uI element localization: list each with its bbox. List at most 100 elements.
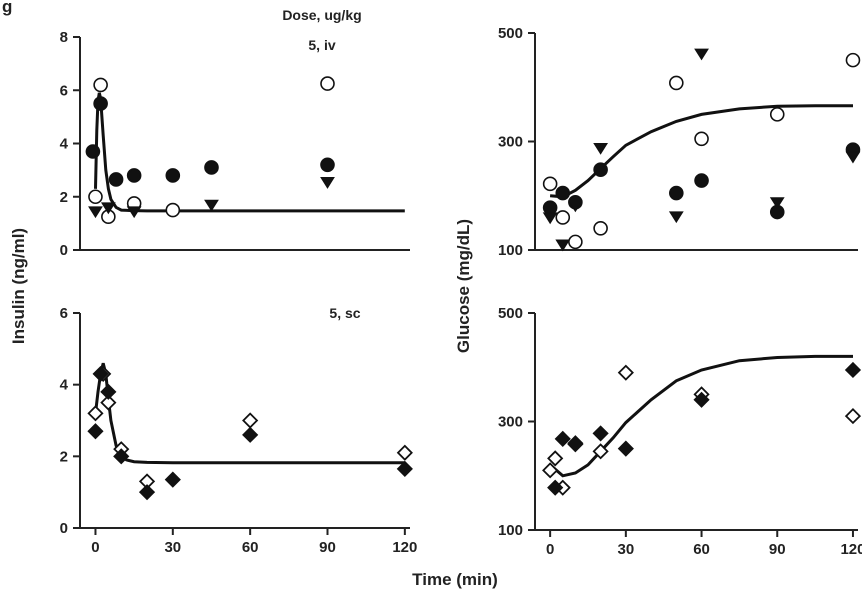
- x-axis-title: Time (min): [412, 570, 498, 589]
- panel-insulin-iv: 0 2 4 6 8 Dose, ug/kg 5, iv: [60, 7, 410, 259]
- x-tick-label-insulin-sc-2: 60: [242, 539, 259, 556]
- fit-curve-glucose-sc: [549, 354, 853, 478]
- data-point-filled-diamond-glucose-sc-6: [844, 361, 862, 379]
- fit-curve-glucose-iv: [549, 104, 853, 199]
- data-point-filled-circle-glucose-iv-0: [542, 200, 558, 215]
- data-point-open-diamond-insulin-sc-0: [87, 405, 104, 422]
- data-point-filled-triangle-down-glucose-iv-3: [593, 142, 609, 155]
- data-point-filled-diamond-glucose-sc-4: [617, 440, 634, 457]
- data-point-filled-triangle-down-insulin-iv-3: [204, 199, 219, 212]
- data-point-filled-triangle-down-insulin-iv-4: [320, 177, 335, 189]
- y-tick-label-glucose-iv-1: 300: [498, 134, 523, 151]
- corner-glyph: g: [2, 0, 12, 16]
- data-point-filled-diamond-insulin-sc-5: [164, 471, 181, 488]
- data-point-open-diamond-glucose-sc-0: [542, 462, 559, 479]
- y-tick-label-insulin-iv-2: 4: [60, 136, 69, 153]
- data-point-filled-diamond-glucose-sc-5: [693, 391, 710, 408]
- data-point-open-circle-insulin-iv-5: [320, 76, 335, 91]
- data-point-filled-diamond-glucose-sc-2: [567, 435, 584, 452]
- data-point-filled-triangle-down-glucose-iv-4: [668, 211, 684, 224]
- y-axis-title-insulin: Insulin (ng/ml): [9, 228, 28, 344]
- data-point-filled-circle-insulin-iv-2: [108, 172, 124, 187]
- data-point-open-diamond-insulin-sc-2: [100, 394, 117, 411]
- y-tick-label-insulin-sc-1: 2: [60, 448, 68, 465]
- data-point-open-circle-glucose-iv-0: [542, 176, 558, 192]
- data-point-filled-circle-glucose-iv-1: [555, 185, 571, 201]
- data-point-open-circle-glucose-iv-4: [669, 75, 684, 91]
- x-tick-label-glucose-sc-1: 30: [618, 541, 635, 558]
- data-point-open-diamond-glucose-sc-1: [547, 450, 564, 467]
- data-point-open-circle-insulin-iv-1: [93, 77, 108, 93]
- data-point-open-diamond-insulin-sc-6: [396, 444, 413, 461]
- data-point-filled-diamond-insulin-sc-3: [113, 448, 130, 465]
- x-tick-label-insulin-sc-1: 30: [164, 539, 181, 556]
- x-tick-label-glucose-sc-4: 120: [840, 541, 862, 558]
- data-point-filled-diamond-insulin-sc-4: [138, 484, 156, 501]
- data-point-filled-triangle-down-insulin-iv-1: [100, 202, 116, 215]
- data-point-filled-triangle-down-insulin-iv-0: [88, 206, 103, 219]
- data-point-filled-diamond-insulin-sc-0: [87, 423, 104, 440]
- data-point-filled-circle-insulin-iv-4: [165, 168, 181, 183]
- y-tick-label-glucose-sc-1: 300: [498, 414, 523, 431]
- data-point-filled-circle-insulin-iv-1: [93, 96, 108, 111]
- panel-glucose-iv: 100 300 500: [498, 25, 861, 259]
- data-point-open-circle-glucose-iv-1: [555, 210, 571, 225]
- data-point-filled-diamond-glucose-sc-0: [547, 479, 564, 496]
- x-tick-label-insulin-sc-0: 0: [91, 539, 99, 556]
- annotation-insulin-sc-0: 5, sc: [329, 305, 360, 321]
- y-tick-label-insulin-iv-4: 8: [60, 29, 68, 46]
- y-tick-label-insulin-iv-1: 2: [60, 189, 68, 206]
- data-point-open-circle-insulin-iv-0: [88, 189, 103, 205]
- data-point-filled-circle-glucose-iv-4: [669, 185, 684, 201]
- annotation-insulin-iv-0: Dose, ug/kg: [282, 7, 361, 23]
- axes-frame-glucose-sc: [534, 313, 858, 531]
- x-tick-label-insulin-sc-3: 90: [319, 539, 336, 556]
- fit-curve-insulin-iv: [94, 92, 405, 213]
- x-tick-label-insulin-sc-4: 120: [392, 539, 417, 556]
- data-point-filled-circle-insulin-iv-6: [320, 157, 335, 173]
- data-point-filled-triangle-down-glucose-iv-7: [845, 151, 861, 164]
- y-tick-label-insulin-iv-0: 0: [60, 242, 68, 259]
- y-tick-label-insulin-sc-3: 6: [60, 305, 68, 322]
- data-point-filled-circle-glucose-iv-5: [694, 173, 709, 188]
- x-tick-label-glucose-sc-2: 60: [693, 541, 710, 558]
- data-point-open-circle-glucose-iv-5: [694, 131, 709, 147]
- x-tick-label-glucose-sc-3: 90: [769, 541, 786, 558]
- y-tick-label-glucose-sc-0: 100: [498, 522, 523, 539]
- data-point-filled-circle-glucose-iv-3: [593, 162, 608, 178]
- data-point-filled-diamond-insulin-sc-6: [242, 426, 259, 443]
- data-point-open-diamond-glucose-sc-5: [617, 364, 634, 381]
- y-tick-label-glucose-iv-2: 500: [498, 25, 523, 42]
- data-point-filled-diamond-insulin-sc-7: [396, 460, 413, 477]
- data-point-open-diamond-insulin-sc-5: [242, 412, 259, 429]
- data-point-filled-diamond-insulin-sc-1: [92, 365, 109, 383]
- y-tick-label-insulin-sc-0: 0: [60, 520, 68, 537]
- data-point-filled-circle-insulin-iv-5: [204, 160, 219, 175]
- data-point-filled-triangle-down-glucose-iv-2: [567, 200, 583, 213]
- data-point-open-circle-glucose-iv-3: [593, 221, 608, 236]
- data-point-open-diamond-glucose-sc-4: [592, 443, 609, 460]
- data-point-filled-circle-insulin-iv-0: [85, 144, 101, 159]
- y-tick-label-glucose-iv-0: 100: [498, 242, 523, 259]
- data-point-filled-triangle-down-glucose-iv-6: [769, 197, 785, 210]
- data-point-open-circle-insulin-iv-4: [165, 202, 181, 218]
- data-point-filled-diamond-glucose-sc-1: [554, 430, 571, 447]
- data-point-filled-diamond-glucose-sc-3: [592, 425, 609, 442]
- data-point-open-circle-glucose-iv-7: [845, 52, 861, 68]
- data-point-open-diamond-glucose-sc-7: [844, 407, 862, 425]
- y-tick-label-glucose-sc-2: 500: [498, 305, 523, 322]
- data-point-filled-triangle-down-glucose-iv-5: [694, 48, 709, 61]
- y-tick-label-insulin-iv-3: 6: [60, 82, 68, 99]
- panel-glucose-sc: 100 300 500 0 30 60 90 120: [498, 305, 862, 558]
- y-axis-title-glucose: Glucose (mg/dL): [454, 219, 473, 353]
- data-point-filled-circle-insulin-iv-3: [126, 168, 142, 183]
- data-point-filled-diamond-insulin-sc-2: [100, 383, 117, 400]
- x-tick-label-glucose-sc-0: 0: [546, 541, 554, 558]
- axes-frame-insulin-iv: [79, 37, 410, 251]
- annotation-insulin-iv-1: 5, iv: [308, 37, 335, 53]
- y-tick-label-insulin-sc-2: 4: [60, 377, 69, 394]
- data-point-filled-triangle-down-glucose-iv-0: [542, 212, 558, 225]
- data-point-open-circle-glucose-iv-2: [568, 234, 583, 250]
